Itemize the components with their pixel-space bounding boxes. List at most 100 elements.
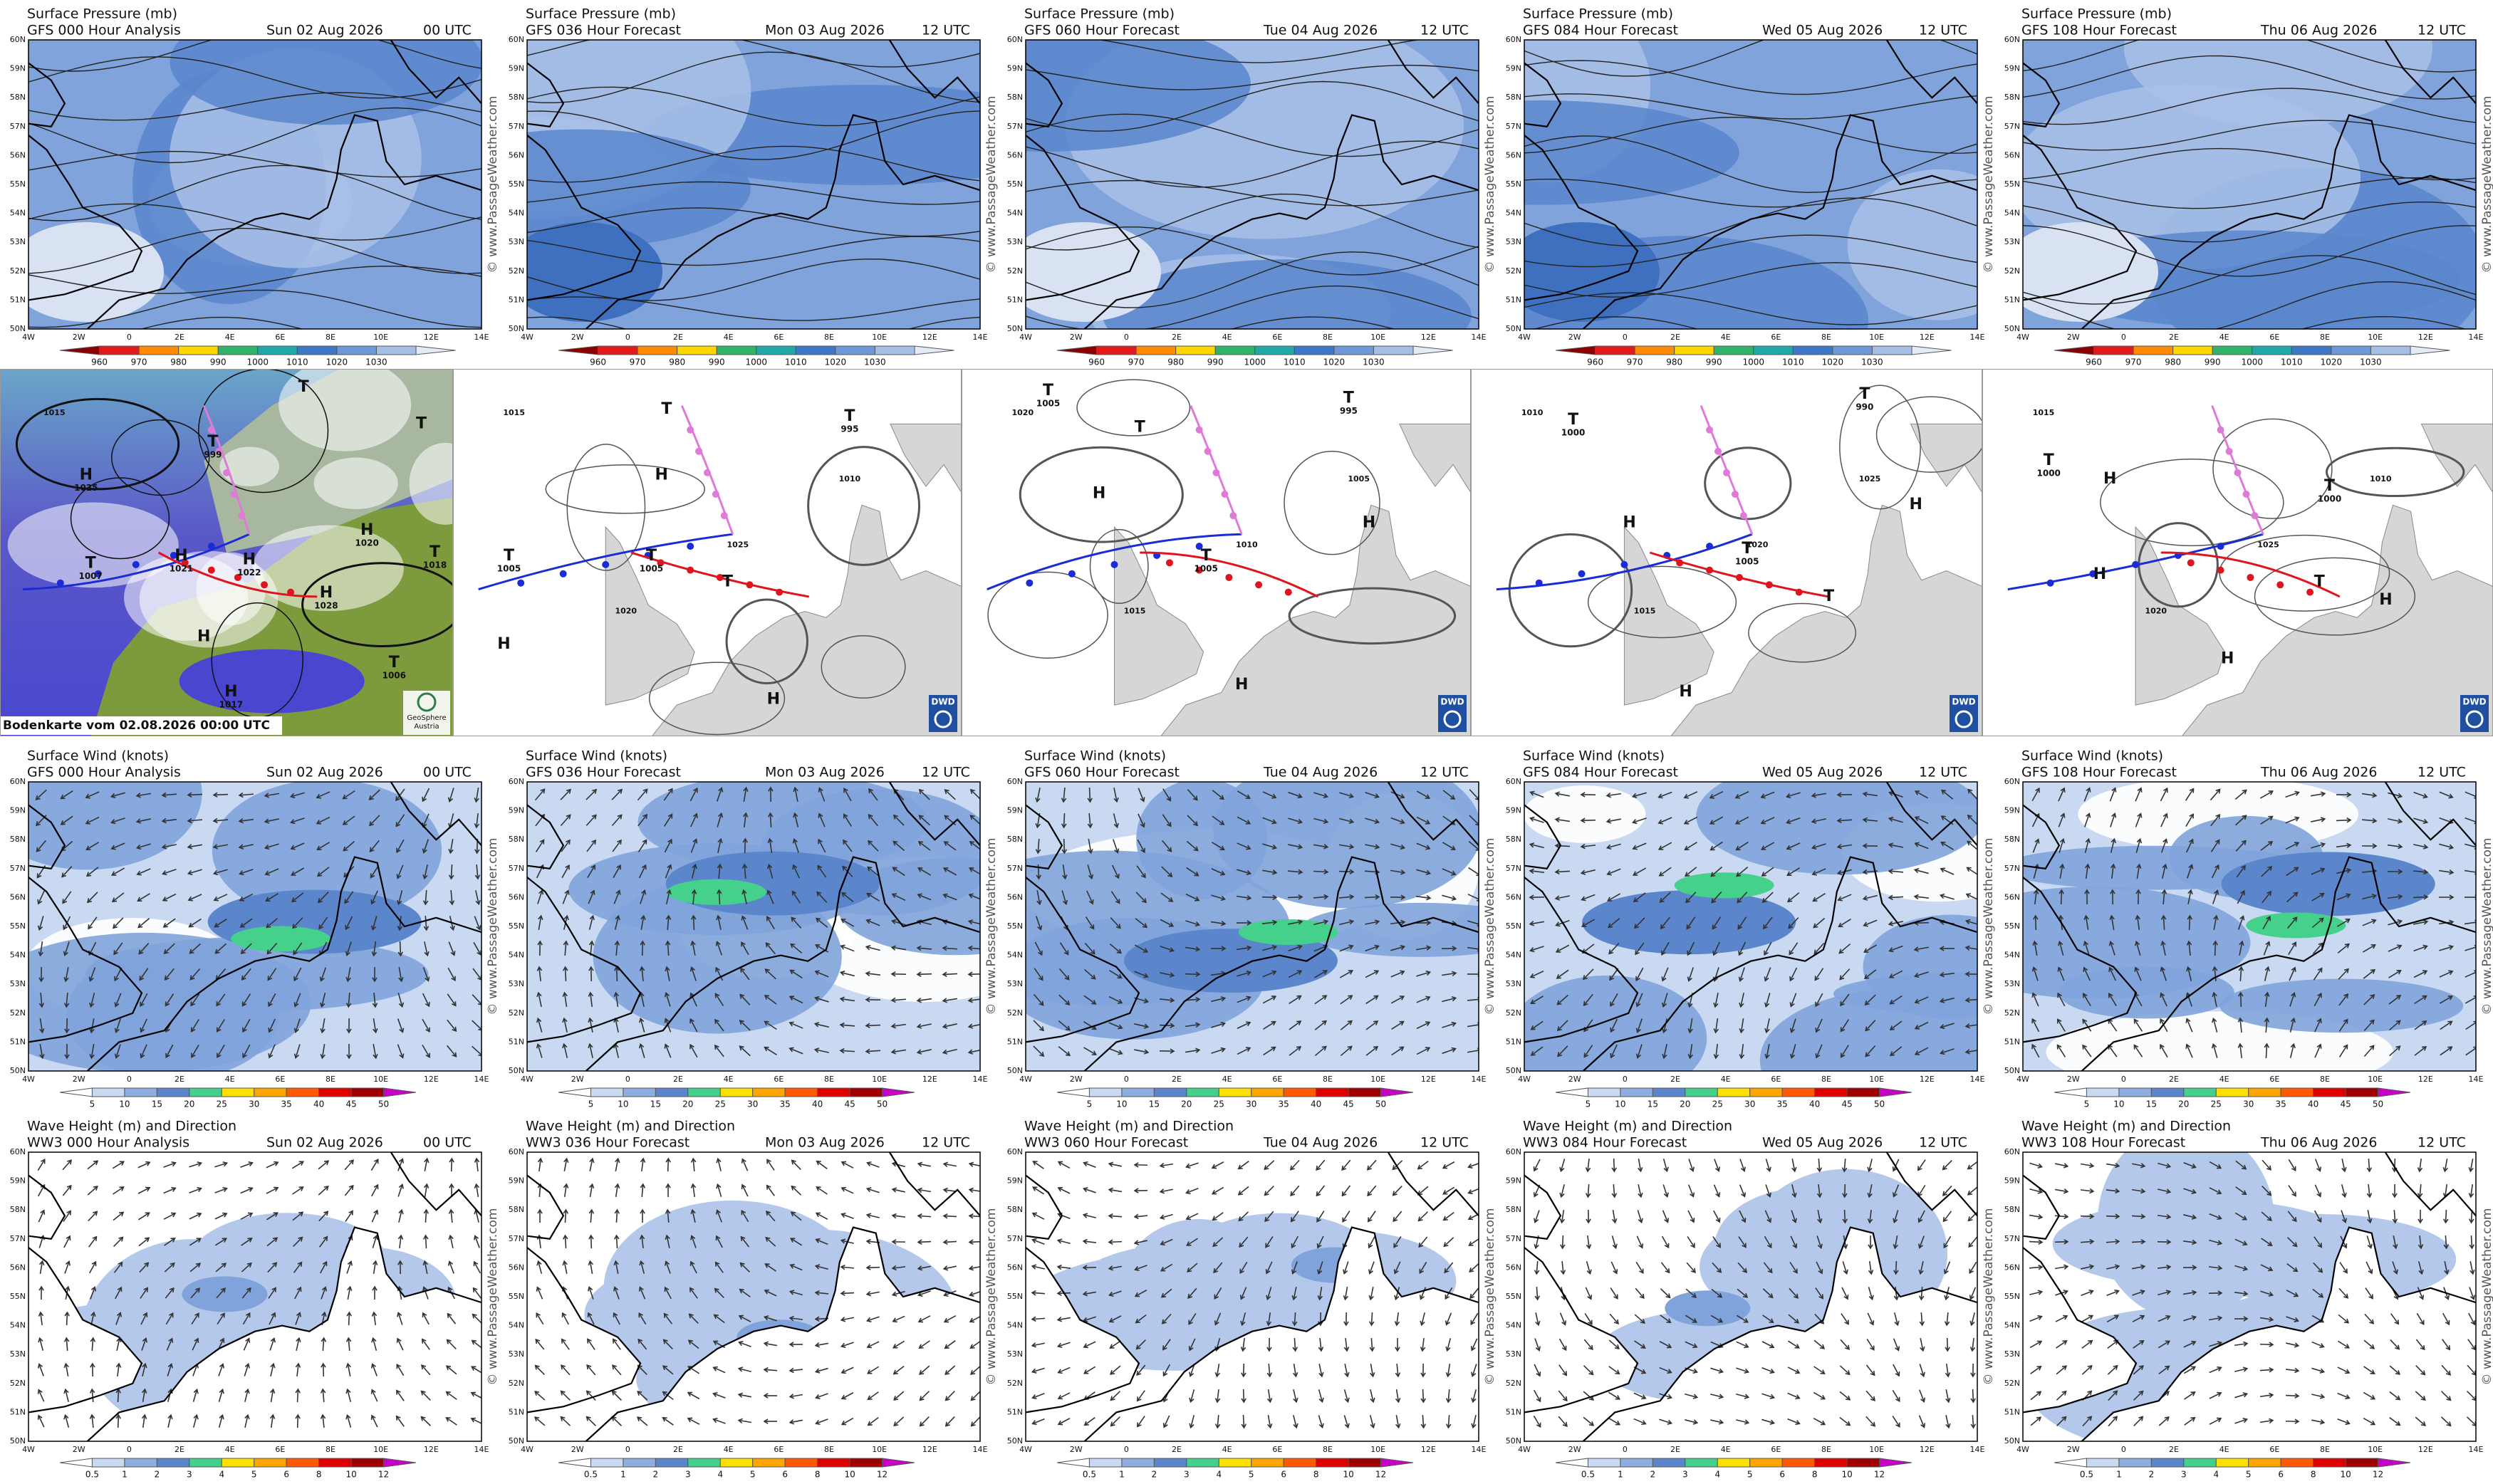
arrow-head: [477, 950, 482, 956]
arrow-head: [137, 897, 142, 902]
arrow: [1633, 867, 1647, 876]
arrow: [537, 890, 543, 904]
arrow-head: [640, 940, 645, 946]
arrow-head: [1816, 1167, 1823, 1173]
arrow-head: [298, 1236, 303, 1242]
arrow: [85, 816, 100, 825]
arrow: [1787, 892, 1800, 902]
arrow: [63, 1235, 71, 1248]
arrow: [447, 1019, 457, 1032]
arrow-head: [2211, 1043, 2217, 1049]
arrow: [892, 1188, 905, 1193]
arrow: [586, 840, 596, 852]
arrow: [2060, 889, 2063, 905]
arrow: [969, 894, 980, 900]
arrow-head: [866, 1161, 872, 1167]
arrow-head: [1865, 1052, 1870, 1057]
arrow-head: [1555, 921, 1561, 927]
arrow-head: [1348, 818, 1355, 824]
map-frame: [1025, 39, 1479, 330]
arrow-head: [89, 1028, 95, 1034]
arrow-head: [944, 789, 949, 795]
arrow: [63, 1211, 71, 1222]
arrow-head: [1534, 1295, 1541, 1301]
arrow-head: [2061, 1365, 2068, 1371]
arrow-head: [1529, 790, 1535, 796]
arrow: [1662, 1159, 1668, 1171]
arrow-head: [840, 1186, 846, 1192]
arrow-head: [187, 844, 193, 850]
arrow-head: [891, 1291, 897, 1297]
arrow-head: [792, 838, 798, 844]
arrow: [1914, 896, 1930, 899]
arrow: [397, 1338, 404, 1351]
arrow: [424, 1183, 428, 1198]
arrow: [739, 1394, 751, 1398]
arrow-head: [170, 1212, 177, 1218]
arrow-head: [1767, 1268, 1773, 1274]
arrow: [1313, 817, 1328, 823]
colorbar-end: [59, 1458, 93, 1468]
arrow-head: [110, 819, 116, 825]
lon-label: 2E: [1670, 1445, 1680, 1454]
arrow: [1392, 1160, 1403, 1170]
arrow-head: [1348, 844, 1355, 850]
arrow: [1109, 1265, 1122, 1270]
arrow: [2363, 1391, 2375, 1400]
arrow: [793, 864, 800, 879]
colorbar-segment: [719, 1087, 754, 1097]
colorbar-label: 25: [1214, 1099, 1224, 1109]
arrow-head: [1061, 823, 1067, 829]
arrow-head: [1918, 1295, 1925, 1301]
arrow: [1472, 1364, 1477, 1376]
arrow: [1267, 1312, 1271, 1326]
arrow: [2183, 1161, 2196, 1169]
arrow-head: [2037, 1214, 2044, 1220]
arrow-head: [1611, 1193, 1618, 1198]
lon-label: 10E: [2368, 1445, 2383, 1454]
arrow: [1915, 869, 1929, 874]
arrow-head: [740, 1235, 746, 1241]
arrow-head: [865, 945, 871, 951]
arrow-head: [474, 823, 480, 829]
arrow-head: [2398, 843, 2403, 850]
arrow-head: [187, 896, 193, 902]
arrow: [2210, 788, 2221, 801]
arrow-head: [663, 1312, 669, 1318]
colorbar-segment: [1685, 1087, 1718, 1097]
arrow: [1236, 895, 1251, 899]
colorbar-segment: [2093, 345, 2134, 355]
arrow-head: [295, 1388, 301, 1394]
arrow-head: [1713, 1028, 1719, 1034]
arrow-head: [585, 1390, 591, 1396]
arrow-head: [2162, 863, 2167, 869]
arrow: [1395, 1287, 1400, 1300]
arrow: [1187, 815, 1198, 826]
colorbar-end: [1380, 1458, 1414, 1468]
arrow-head: [586, 1364, 592, 1370]
arrow: [291, 1161, 304, 1169]
arrow: [1237, 1022, 1251, 1029]
arrow: [239, 868, 254, 875]
arrow-head: [2217, 1215, 2222, 1221]
arrow: [1608, 1417, 1620, 1426]
arrow-head: [1685, 872, 1690, 877]
arrow-head: [1742, 1243, 1747, 1248]
arrow-head: [2140, 1213, 2146, 1220]
arrow: [615, 1209, 618, 1223]
arrow: [1418, 1236, 1428, 1248]
arrow-head: [145, 1212, 150, 1217]
arrow-head: [865, 971, 870, 977]
arrow: [295, 1018, 301, 1033]
arrow: [1341, 1159, 1351, 1171]
arrow: [2259, 1317, 2274, 1321]
panel-time: 12 UTC: [922, 765, 970, 780]
arrow: [1791, 1184, 1796, 1197]
arrow-head: [1271, 996, 1277, 1000]
arrow-head: [110, 871, 117, 876]
arrow: [344, 1159, 354, 1171]
arrow-head: [693, 787, 698, 793]
arrow-head: [452, 1026, 457, 1033]
coastline: [888, 1152, 980, 1217]
arrow-head: [320, 1028, 326, 1034]
